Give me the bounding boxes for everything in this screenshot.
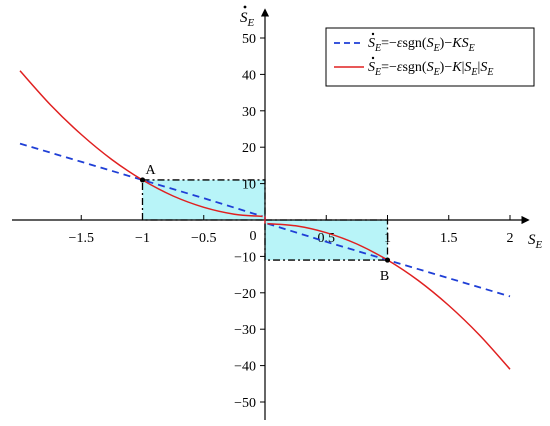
legend-entry: SE=−εsgn(SE)−K|SE|SE	[368, 60, 493, 78]
shaded-region-layer	[142, 179, 388, 261]
y-tick-label: −10	[234, 250, 256, 265]
x-tick-label: −1.5	[69, 231, 94, 246]
x-tick-label: 2	[507, 231, 514, 246]
x-tick-label: 1.5	[440, 231, 458, 246]
point-marker	[139, 177, 146, 183]
x-tick-label: 1	[384, 231, 391, 246]
point-label: A	[145, 163, 156, 178]
origin-label: 0	[250, 229, 257, 244]
x-tick-label: −0.5	[191, 231, 216, 246]
y-tick-label: 50	[242, 32, 256, 47]
legend-box	[325, 27, 535, 87]
x-tick-label: −1	[135, 231, 150, 246]
axes: −1.5 −1 −0.5 0.5 1 1.5 25040302010−10−20−30−40…	[12, 5, 543, 420]
y-tick-label: 30	[242, 105, 256, 120]
y-axis-label: SE	[240, 10, 255, 29]
y-tick-label: 10	[242, 178, 256, 193]
point-marker	[384, 257, 391, 263]
y-tick-label: 40	[242, 68, 256, 83]
points-layer: AB	[139, 163, 391, 284]
y-tick-label: −50	[234, 396, 256, 411]
y-tick-label: −20	[234, 287, 256, 302]
legend-derivative-dot	[371, 56, 375, 60]
legend-entry: SE=−εsgn(SE)−KSE	[368, 36, 475, 54]
linear-reaching-law-line	[19, 142, 263, 218]
legend: SE=−εsgn(SE)−KSE SE=−εsgn(SE)−K|SE|SE	[325, 27, 535, 87]
dashdot-box	[141, 179, 266, 221]
derivative-dot	[243, 5, 247, 9]
point-label: B	[380, 269, 389, 284]
y-tick-label: −30	[234, 323, 256, 338]
x-axis-label: SE	[528, 232, 543, 251]
y-tick-label: 20	[242, 141, 256, 156]
legend-derivative-dot	[371, 32, 375, 36]
y-tick-label: −40	[234, 360, 256, 375]
shaded-region	[265, 220, 388, 261]
